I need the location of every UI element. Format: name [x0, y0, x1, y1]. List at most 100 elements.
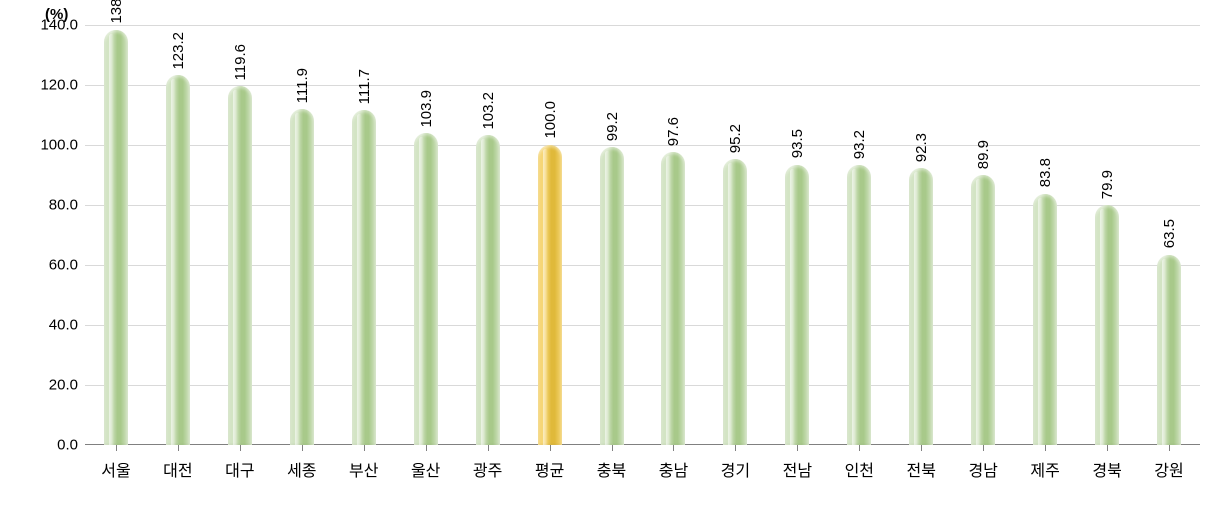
x-category-label: 경남: [953, 457, 1013, 481]
x-tick-mark: [859, 445, 860, 451]
bar: [352, 110, 376, 445]
bar: [290, 109, 314, 445]
x-tick-mark: [612, 445, 613, 451]
bar: [661, 152, 685, 445]
bar: [228, 86, 252, 445]
bar-highlight: [605, 151, 610, 445]
bar: [166, 75, 190, 445]
x-tick-mark: [1169, 445, 1170, 451]
bar-value-label: 93.2: [851, 130, 868, 159]
y-tick-label: 40.0: [28, 317, 78, 334]
x-category-label: 경북: [1077, 457, 1137, 481]
bar-chart: (%) 138.5123.2119.6111.9111.7103.9103.21…: [0, 0, 1218, 507]
bar: [785, 165, 809, 446]
y-tick-label: 20.0: [28, 377, 78, 394]
gridline: [85, 85, 1200, 86]
bar-highlight: [481, 139, 486, 445]
x-category-label: 강원: [1139, 457, 1199, 481]
bar-highlight: [728, 163, 733, 445]
x-category-label: 평균: [520, 457, 580, 481]
bar-highlight: [419, 137, 424, 445]
bar-value-label: 89.9: [975, 140, 992, 169]
bar-highlight: [790, 169, 795, 446]
bar-highlight: [357, 114, 362, 445]
x-tick-mark: [1107, 445, 1108, 451]
y-tick-label: 140.0: [28, 17, 78, 34]
gridline: [85, 145, 1200, 146]
x-category-label: 대구: [210, 457, 270, 481]
gridline: [85, 25, 1200, 26]
bar: [476, 135, 500, 445]
x-category-label: 전북: [891, 457, 951, 481]
bar-value-label: 103.9: [418, 90, 435, 128]
x-category-label: 인천: [829, 457, 889, 481]
x-category-label: 대전: [148, 457, 208, 481]
bar-highlight: [852, 169, 857, 445]
x-tick-mark: [797, 445, 798, 451]
bar-value-label: 111.9: [294, 68, 311, 103]
bar: [909, 168, 933, 445]
bar: [1157, 255, 1181, 446]
bar: [414, 133, 438, 445]
bar-value-label: 79.9: [1099, 170, 1116, 199]
y-tick-label: 80.0: [28, 197, 78, 214]
x-category-label: 서울: [86, 457, 146, 481]
bar-value-label: 138.5: [108, 0, 125, 24]
bar: [538, 145, 562, 445]
bar-highlight: [976, 179, 981, 445]
x-category-label: 경기: [705, 457, 765, 481]
x-category-label: 충남: [643, 457, 703, 481]
y-tick-label: 60.0: [28, 257, 78, 274]
x-category-label: 광주: [458, 457, 518, 481]
bar-value-label: 100.0: [542, 101, 559, 139]
x-tick-mark: [1045, 445, 1046, 451]
bar-highlight: [295, 113, 300, 445]
x-tick-mark: [983, 445, 984, 451]
x-tick-mark: [921, 445, 922, 451]
x-tick-mark: [364, 445, 365, 451]
x-tick-mark: [302, 445, 303, 451]
bar-value-label: 119.6: [232, 44, 249, 80]
bar: [600, 147, 624, 445]
bar-value-label: 99.2: [604, 112, 621, 141]
x-tick-mark: [673, 445, 674, 451]
x-tick-mark: [116, 445, 117, 451]
bar: [847, 165, 871, 445]
bar-value-label: 123.2: [170, 32, 187, 70]
bar-highlight: [1100, 209, 1105, 445]
bar: [1095, 205, 1119, 445]
bar-value-label: 103.2: [480, 92, 497, 130]
bar-value-label: 97.6: [665, 117, 682, 146]
bar-value-label: 93.5: [789, 129, 806, 158]
bar-value-label: 83.8: [1037, 158, 1054, 187]
bar-value-label: 95.2: [727, 124, 744, 153]
bar-highlight: [233, 90, 238, 445]
x-category-label: 세종: [272, 457, 332, 481]
bar-value-label: 63.5: [1161, 219, 1178, 248]
bar-highlight: [914, 172, 919, 445]
bar: [1033, 194, 1057, 445]
bar-highlight: [1038, 198, 1043, 445]
bar-highlight: [543, 149, 548, 445]
x-tick-mark: [550, 445, 551, 451]
x-tick-mark: [735, 445, 736, 451]
bar-highlight: [666, 156, 671, 445]
y-tick-label: 120.0: [28, 77, 78, 94]
x-category-label: 전남: [767, 457, 827, 481]
x-category-label: 울산: [396, 457, 456, 481]
bar: [104, 30, 128, 446]
x-category-label: 제주: [1015, 457, 1075, 481]
bar-highlight: [1162, 259, 1167, 446]
bar-value-label: 111.7: [356, 69, 373, 104]
y-tick-label: 100.0: [28, 137, 78, 154]
x-tick-mark: [178, 445, 179, 451]
x-category-label: 충북: [582, 457, 642, 481]
bar-highlight: [171, 79, 176, 445]
bar-highlight: [109, 34, 114, 446]
plot-area: 138.5123.2119.6111.9111.7103.9103.2100.0…: [85, 25, 1200, 445]
x-category-label: 부산: [334, 457, 394, 481]
x-tick-mark: [240, 445, 241, 451]
x-tick-mark: [426, 445, 427, 451]
bar: [723, 159, 747, 445]
x-tick-mark: [488, 445, 489, 451]
